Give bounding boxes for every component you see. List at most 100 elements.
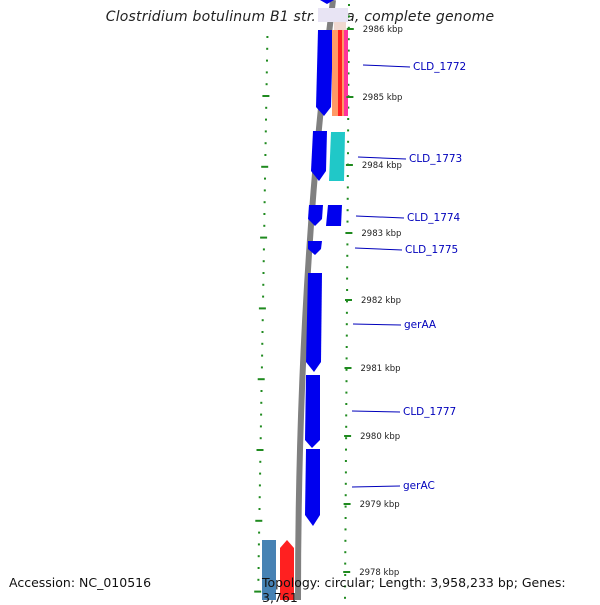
outer-tick (344, 539, 347, 542)
gene-arrow-cld-1773[interactable] (311, 131, 327, 181)
major-tick (345, 299, 352, 301)
inner-tick (260, 236, 268, 239)
feature-band-cyan (329, 132, 345, 181)
gene-arrow-gerac[interactable] (305, 449, 320, 526)
scale-label: 2985 kbp (362, 93, 402, 103)
major-tick (344, 435, 352, 437)
outer-tick (347, 38, 350, 41)
gene-arrow-cld-1775[interactable] (308, 241, 322, 255)
outer-tick (347, 15, 350, 18)
outer-tick (347, 49, 350, 52)
outer-tick-ring (344, 4, 350, 599)
inner-tick (258, 508, 261, 510)
outer-tick (347, 152, 349, 155)
gene-label[interactable]: CLD_1774 (407, 212, 461, 224)
inner-tick (264, 142, 267, 145)
inner-tick (261, 331, 264, 333)
inner-tick (263, 189, 266, 192)
gene-label[interactable]: CLD_1773 (409, 153, 462, 165)
inner-tick (261, 165, 269, 168)
outer-tick (346, 186, 349, 189)
inner-tick (259, 437, 262, 440)
gene-leader-line (355, 215, 405, 219)
outer-tick (346, 300, 348, 303)
inner-tick (262, 260, 265, 263)
gene-arrow-cld-1774[interactable] (308, 205, 323, 226)
outer-tick (346, 220, 349, 223)
outer-tick (346, 289, 349, 291)
feature-band-steelblue (262, 540, 276, 600)
outer-tick (344, 574, 347, 576)
gene-label[interactable]: gerAA (404, 319, 437, 331)
inner-tick (260, 413, 263, 416)
inner-tick (262, 248, 265, 251)
inner-tick (262, 272, 265, 274)
inner-tick (266, 59, 268, 62)
outer-tick (346, 175, 349, 177)
feature-band-pink (344, 30, 348, 116)
outer-tick (345, 414, 348, 417)
outer-tick (346, 277, 349, 280)
inner-tick (262, 95, 270, 97)
inner-tick (263, 213, 266, 215)
scale-label: 2979 kbp (360, 500, 400, 510)
inner-tick (255, 519, 263, 522)
scale-label: 2982 kbp (361, 296, 401, 306)
outer-tick (347, 61, 350, 63)
inner-tick (259, 472, 262, 475)
gene-label[interactable]: CLD_1772 (413, 61, 466, 73)
outer-tick (344, 585, 347, 588)
map-title: Clostridium botulinum B1 str. Okra, comp… (105, 9, 495, 25)
outer-tick (344, 505, 347, 508)
inner-tick (254, 590, 262, 593)
gene-label[interactable]: CLD_1777 (403, 406, 456, 418)
inner-tick (259, 425, 262, 428)
outer-tick (344, 562, 347, 565)
outer-tick (344, 460, 347, 462)
gene-arrow-cld-1777[interactable] (305, 375, 320, 448)
inner-tick (263, 201, 266, 204)
scale-labels: 2986 kbp 2985 kbp 2984 kbp 2983 kbp 2982 kbp… (343, 25, 403, 578)
outer-tick (344, 471, 347, 474)
feature-bands (262, 8, 348, 600)
inner-tick (262, 295, 265, 298)
inner-tick (256, 449, 264, 451)
gene-labels: CLD_1772 CLD_1773 CLD_1774 CLD_1775 gerAA CLD… (351, 61, 466, 492)
inner-tick (261, 342, 264, 345)
inner-tick (266, 36, 269, 38)
outer-tick (348, 4, 350, 6)
outer-tick (344, 494, 347, 497)
outer-tick (347, 26, 350, 29)
outer-tick (347, 118, 350, 120)
outer-tick (344, 482, 347, 485)
gene-label[interactable]: gerAC (403, 480, 435, 492)
inner-tick (257, 378, 265, 381)
inner-tick (258, 307, 266, 310)
outer-tick (345, 311, 348, 314)
feature-band-light (334, 22, 346, 30)
inner-tick (259, 460, 262, 463)
outer-tick (344, 551, 347, 554)
inner-tick (260, 366, 263, 369)
gene-leader-line (351, 410, 401, 413)
inner-tick (258, 496, 261, 499)
major-tick (343, 571, 351, 573)
inner-tick (264, 130, 267, 133)
gene-arrow-geraa[interactable] (306, 273, 322, 372)
inner-tick (261, 319, 264, 322)
outer-tick (345, 380, 348, 383)
inner-tick (257, 578, 260, 581)
inner-tick (264, 154, 267, 156)
inner-tick (264, 177, 266, 180)
gene-label[interactable]: CLD_1775 (405, 244, 458, 256)
inner-tick (265, 118, 267, 121)
gene-arrow-cld-1772[interactable] (316, 30, 333, 116)
gene-leader-line (351, 485, 401, 488)
gene-arrow-top (320, 0, 334, 4)
outer-tick (346, 266, 349, 269)
inner-tick (266, 47, 269, 50)
outer-tick (345, 448, 347, 451)
outer-tick (345, 403, 348, 405)
major-tick (346, 28, 354, 30)
